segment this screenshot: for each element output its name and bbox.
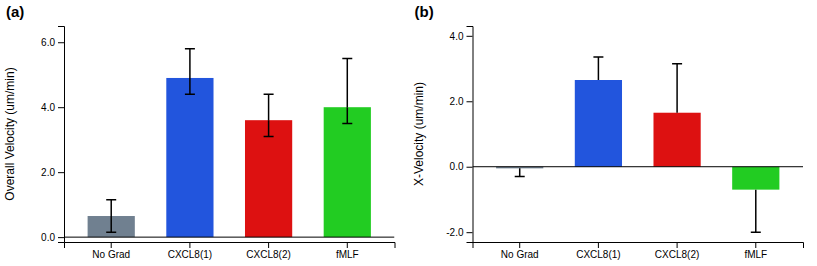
bar [245, 120, 292, 237]
y-tick: 6.0 [41, 37, 64, 48]
y-tick-label: 2.0 [41, 167, 55, 178]
error-bar-down [515, 168, 525, 176]
bar [324, 107, 371, 237]
error-bar-up [672, 64, 682, 113]
x-tick: CXCL8(1) [576, 242, 620, 260]
error-bar-up [264, 94, 274, 120]
y-tick-label: 6.0 [41, 37, 55, 48]
y-axis-line [58, 27, 65, 243]
error-bar-up [593, 57, 603, 80]
y-tick: 2.0 [41, 167, 64, 178]
bar [732, 167, 779, 190]
x-tick-label: CXCL8(1) [576, 249, 620, 260]
y-tick-mark [467, 36, 473, 37]
zero-line [473, 166, 804, 167]
y-tick-mark [58, 42, 64, 43]
y-tick-label: -2.0 [446, 227, 464, 238]
panel-label: (b) [415, 3, 434, 20]
x-tick-label: No Grad [501, 249, 539, 260]
figure: 0.0 2.0 4.0 6.0 No Grad CXCL8(1) CXCL8(2) fMLF O… [0, 0, 817, 266]
y-tick-mark [58, 172, 64, 173]
x-tick-label: fMLF [744, 249, 767, 260]
bar [653, 113, 700, 167]
x-tick-label: CXCL8(2) [246, 249, 290, 260]
y-tick: 2.0 [450, 96, 473, 107]
x-tick-label: CXCL8(2) [655, 249, 699, 260]
y-axis: -2.0 0.0 2.0 4.0 [446, 27, 473, 243]
y-tick-mark [58, 237, 64, 238]
x-tick-mark [677, 242, 678, 248]
x-axis: No Grad CXCL8(1) CXCL8(2) fMLF [65, 242, 396, 260]
x-tick: No Grad [92, 242, 130, 260]
plot-area [473, 57, 804, 232]
x-tick: CXCL8(1) [168, 242, 212, 260]
x-tick-mark [189, 242, 190, 248]
x-tick-mark [347, 242, 348, 248]
y-axis-line [467, 27, 474, 243]
x-tick-mark [598, 242, 599, 248]
y-tick-label: 0.0 [41, 232, 55, 243]
chart-container: 0.0 2.0 4.0 6.0 No Grad CXCL8(1) CXCL8(2) fMLF O… [0, 0, 817, 266]
x-tick-mark [111, 242, 112, 248]
y-tick: 4.0 [450, 31, 473, 42]
error-bar-down [185, 78, 195, 94]
error-bar-down [751, 190, 761, 233]
error-bar-up [106, 200, 116, 216]
y-tick: 0.0 [450, 161, 473, 172]
x-axis-line [473, 243, 804, 249]
error-bar-down [342, 107, 352, 123]
x-axis: No Grad CXCL8(1) CXCL8(2) fMLF [473, 242, 804, 260]
y-tick-label: 4.0 [41, 102, 55, 113]
x-tick-mark [755, 242, 756, 248]
x-tick-mark [268, 242, 269, 248]
error-bar-up [342, 58, 352, 107]
error-bar-down [264, 120, 274, 136]
bar [88, 216, 135, 237]
y-tick-mark [58, 107, 64, 108]
panel-label: (a) [6, 3, 24, 20]
x-tick: No Grad [501, 242, 539, 260]
bar [166, 78, 213, 237]
y-tick: 4.0 [41, 102, 64, 113]
y-tick-mark [467, 101, 473, 102]
x-tick: CXCL8(2) [655, 242, 699, 260]
x-tick-label: No Grad [92, 249, 130, 260]
error-bar-down [106, 216, 116, 232]
x-tick: fMLF [336, 242, 359, 260]
y-tick-mark [467, 167, 473, 168]
y-tick-mark [467, 232, 473, 233]
y-axis-title: X-Velocity (um/min) [412, 82, 426, 186]
y-axis-title: Overall Velocity (um/min) [3, 67, 17, 200]
x-tick: CXCL8(2) [246, 242, 290, 260]
y-tick: 0.0 [41, 232, 64, 243]
y-tick: -2.0 [446, 227, 472, 238]
zero-line [64, 237, 395, 238]
x-tick-label: CXCL8(1) [168, 249, 212, 260]
y-tick-label: 4.0 [450, 31, 464, 42]
y-tick-label: 0.0 [450, 161, 464, 172]
x-axis-line [65, 243, 396, 249]
panel: -2.0 0.0 2.0 4.0 No Grad CXCL8(1) CXCL8(2) fMLF… [412, 3, 804, 260]
bar [575, 80, 622, 167]
x-tick-mark [519, 242, 520, 248]
y-tick-label: 2.0 [450, 96, 464, 107]
x-tick: fMLF [744, 242, 767, 260]
plot-area [64, 49, 395, 237]
error-bar-up [185, 49, 195, 78]
panel: 0.0 2.0 4.0 6.0 No Grad CXCL8(1) CXCL8(2) fMLF O… [3, 3, 395, 260]
x-tick-label: fMLF [336, 249, 359, 260]
y-axis: 0.0 2.0 4.0 6.0 [41, 27, 64, 243]
